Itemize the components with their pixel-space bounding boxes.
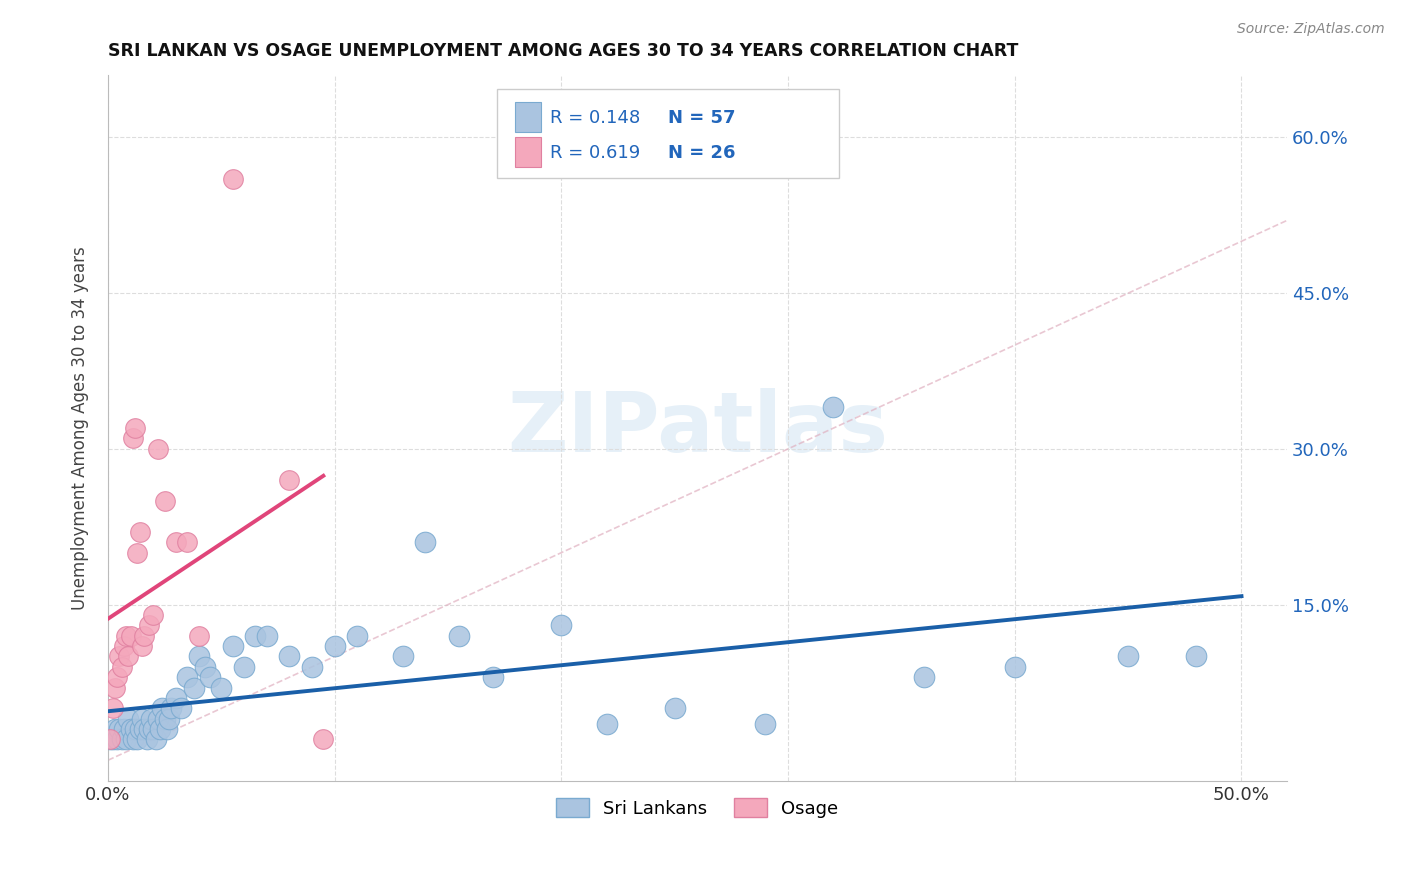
Text: R = 0.619: R = 0.619 xyxy=(550,144,640,161)
Point xyxy=(145,732,167,747)
Point xyxy=(312,732,335,747)
Point xyxy=(169,701,191,715)
Point xyxy=(124,722,146,736)
Point xyxy=(176,670,198,684)
Point xyxy=(120,629,142,643)
Point xyxy=(115,732,138,747)
Point xyxy=(596,717,619,731)
Point xyxy=(128,524,150,539)
Point xyxy=(301,660,323,674)
Point xyxy=(278,473,301,487)
Point xyxy=(98,732,121,747)
Point xyxy=(156,722,179,736)
Point xyxy=(198,670,221,684)
Point xyxy=(138,618,160,632)
Text: Source: ZipAtlas.com: Source: ZipAtlas.com xyxy=(1237,22,1385,37)
Point xyxy=(278,649,301,664)
Bar xyxy=(515,102,541,132)
Point xyxy=(104,722,127,736)
Point xyxy=(153,712,176,726)
Point xyxy=(127,546,149,560)
Point xyxy=(110,732,132,747)
Point xyxy=(142,722,165,736)
Point xyxy=(482,670,505,684)
Point xyxy=(183,681,205,695)
Point xyxy=(146,712,169,726)
Point xyxy=(221,639,243,653)
Point xyxy=(1116,649,1139,664)
Point xyxy=(346,629,368,643)
Point xyxy=(112,639,135,653)
Point xyxy=(101,732,124,747)
Point xyxy=(127,732,149,747)
Point xyxy=(256,629,278,643)
Point xyxy=(146,442,169,456)
Point xyxy=(108,649,131,664)
Point xyxy=(131,639,153,653)
Point xyxy=(131,712,153,726)
Bar xyxy=(515,137,541,167)
Point xyxy=(194,660,217,674)
Point xyxy=(415,535,437,549)
Text: ZIPatlas: ZIPatlas xyxy=(508,388,889,468)
Point xyxy=(149,722,172,736)
Point xyxy=(117,712,139,726)
Text: N = 57: N = 57 xyxy=(668,109,735,127)
Point xyxy=(550,618,572,632)
Text: SRI LANKAN VS OSAGE UNEMPLOYMENT AMONG AGES 30 TO 34 YEARS CORRELATION CHART: SRI LANKAN VS OSAGE UNEMPLOYMENT AMONG A… xyxy=(108,42,1018,60)
Point xyxy=(221,172,243,186)
Point xyxy=(187,629,209,643)
Point xyxy=(110,660,132,674)
Point xyxy=(122,432,145,446)
Point xyxy=(391,649,413,664)
Point xyxy=(912,670,935,684)
Point xyxy=(176,535,198,549)
Point xyxy=(160,701,183,715)
Point xyxy=(108,722,131,736)
Point xyxy=(138,722,160,736)
Point xyxy=(157,712,180,726)
Point xyxy=(105,732,128,747)
Point xyxy=(664,701,686,715)
Point xyxy=(104,681,127,695)
Point xyxy=(754,717,776,731)
Point xyxy=(112,722,135,736)
Point xyxy=(323,639,346,653)
Point xyxy=(153,493,176,508)
Point xyxy=(245,629,267,643)
Point xyxy=(823,401,845,415)
FancyBboxPatch shape xyxy=(496,89,839,178)
Legend: Sri Lankans, Osage: Sri Lankans, Osage xyxy=(550,791,846,825)
Point xyxy=(135,732,157,747)
Point xyxy=(1185,649,1208,664)
Point xyxy=(142,607,165,622)
Point xyxy=(165,690,187,705)
Text: N = 26: N = 26 xyxy=(668,144,735,161)
Text: R = 0.148: R = 0.148 xyxy=(550,109,640,127)
Point xyxy=(122,732,145,747)
Point xyxy=(134,722,156,736)
Point xyxy=(449,629,471,643)
Point xyxy=(165,535,187,549)
Point xyxy=(101,701,124,715)
Point xyxy=(134,629,156,643)
Point xyxy=(1004,660,1026,674)
Point xyxy=(139,712,162,726)
Point xyxy=(152,701,174,715)
Point xyxy=(117,649,139,664)
Point xyxy=(187,649,209,664)
Point xyxy=(209,681,232,695)
Point xyxy=(233,660,256,674)
Point xyxy=(128,722,150,736)
Point xyxy=(115,629,138,643)
Point xyxy=(105,670,128,684)
Point xyxy=(124,421,146,435)
Point xyxy=(120,722,142,736)
Point xyxy=(98,732,121,747)
Y-axis label: Unemployment Among Ages 30 to 34 years: Unemployment Among Ages 30 to 34 years xyxy=(72,246,89,610)
